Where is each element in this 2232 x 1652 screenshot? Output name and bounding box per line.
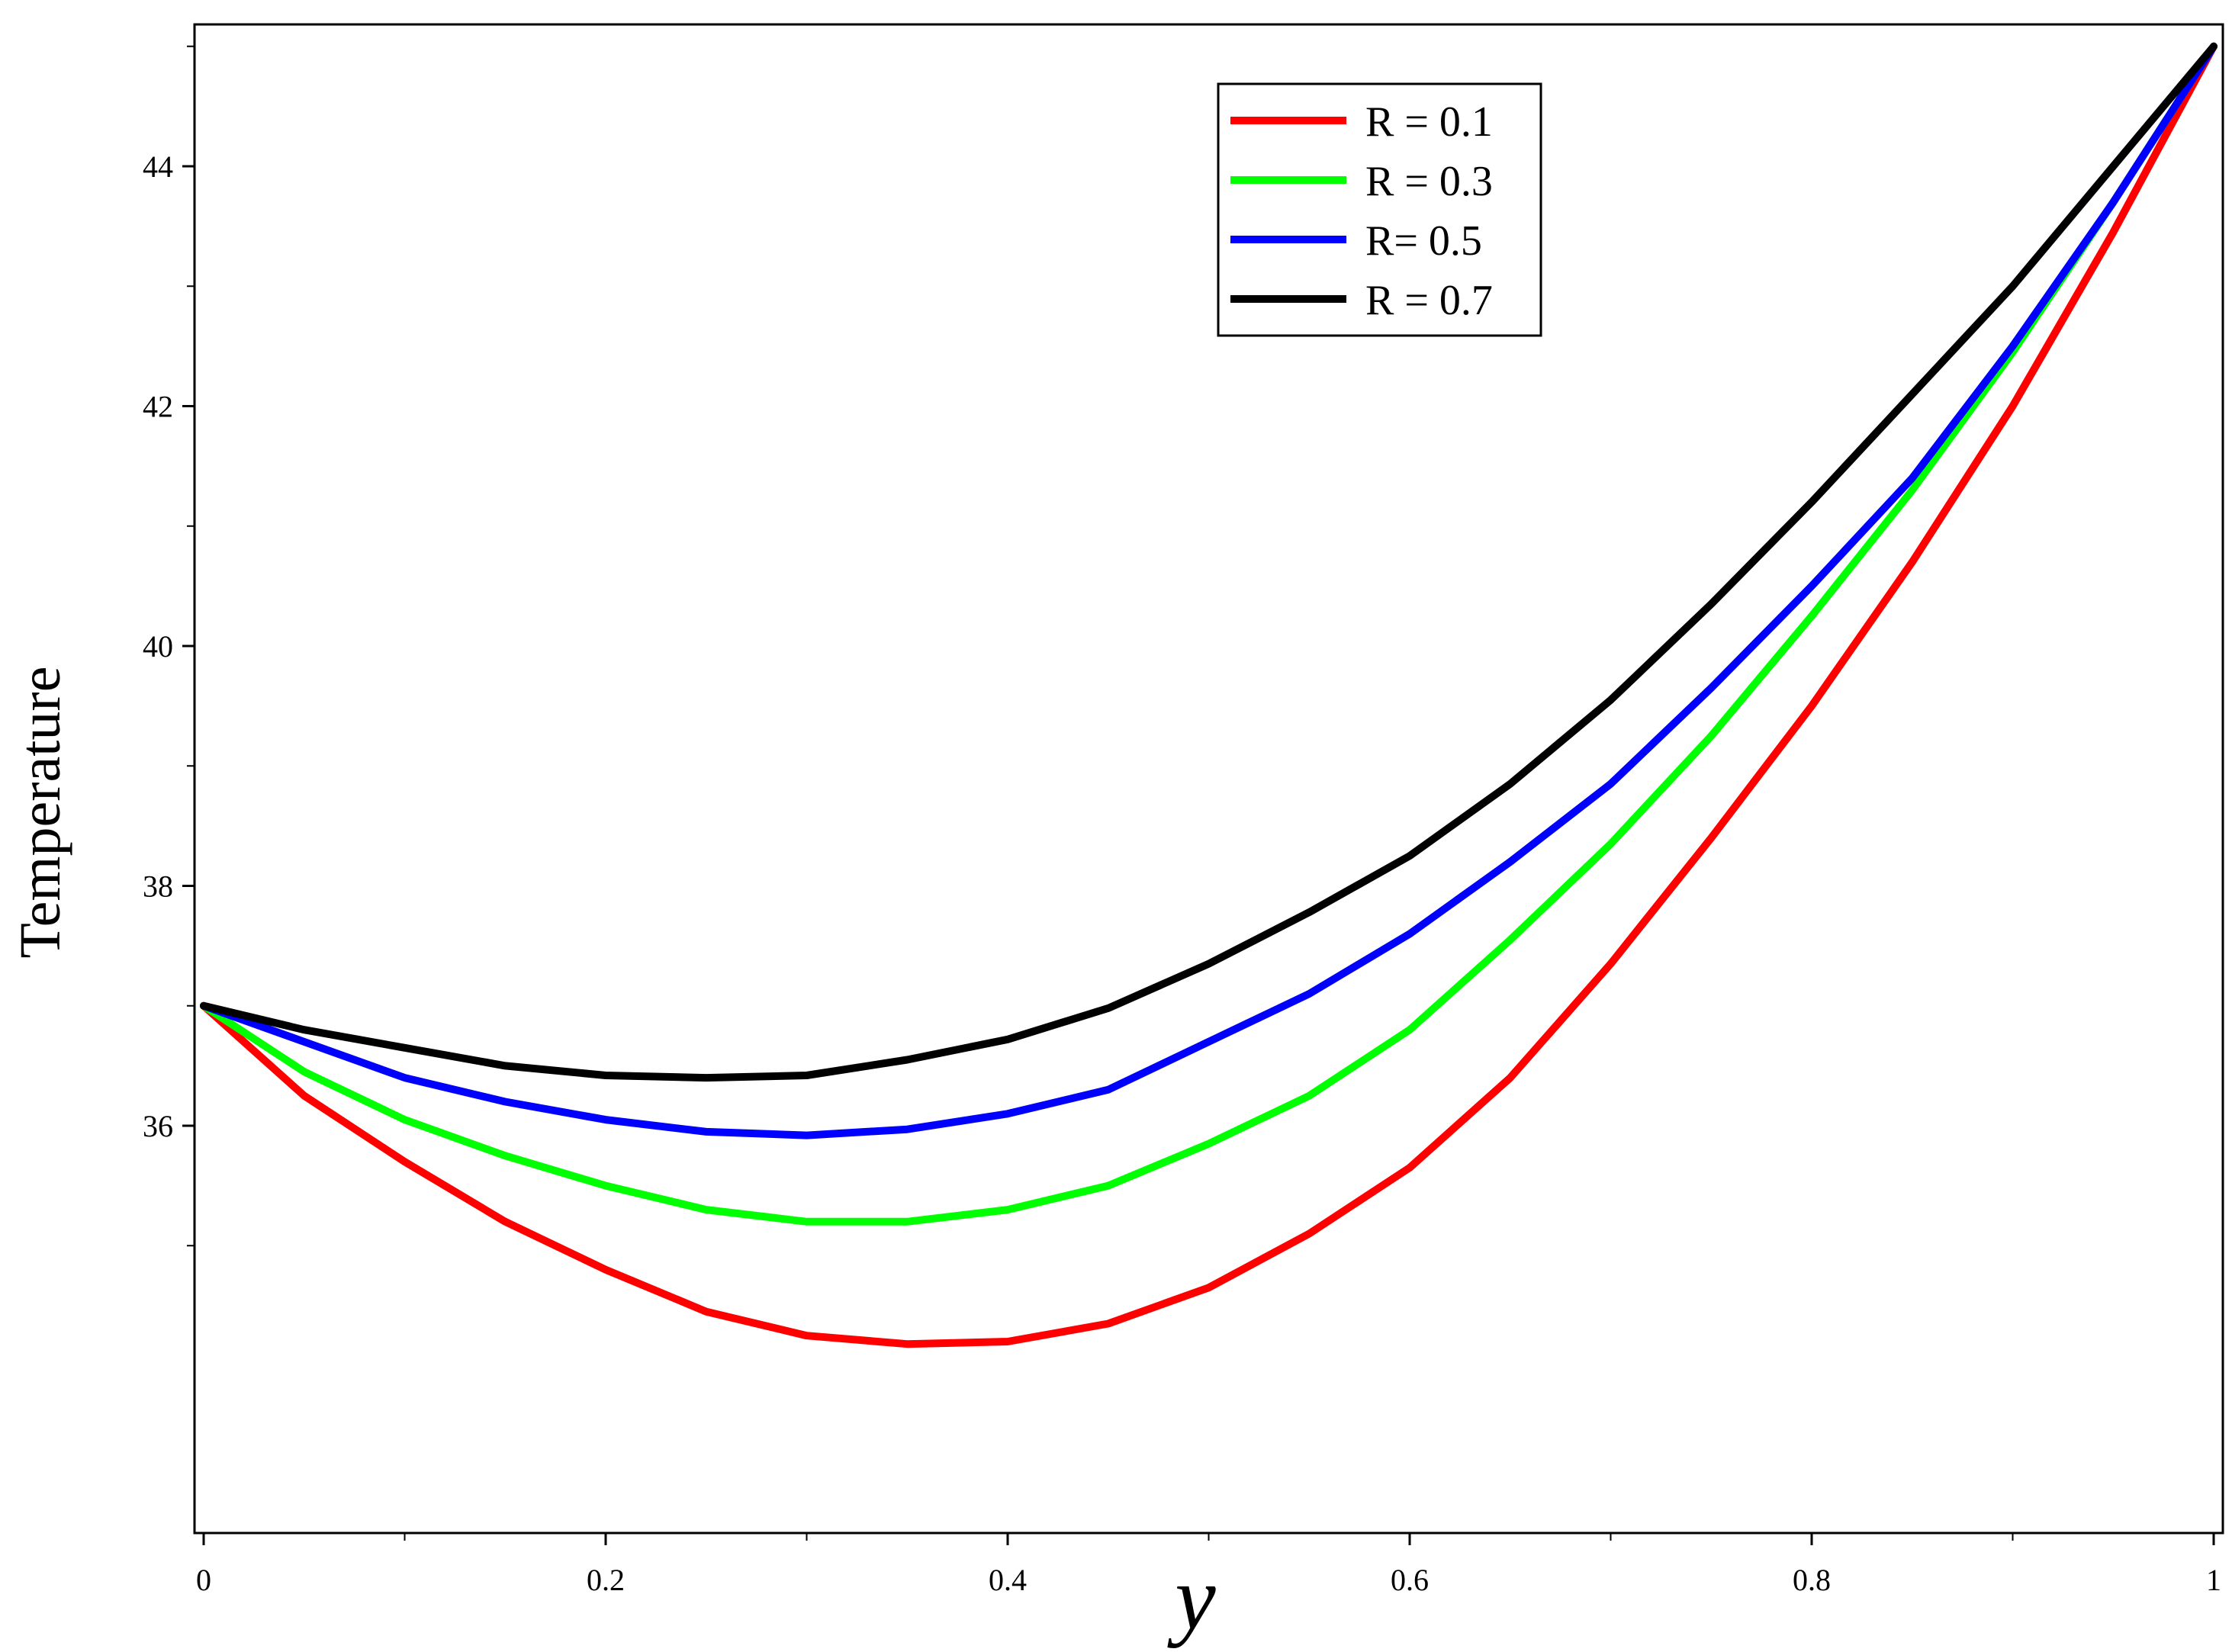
series-line — [200, 42, 2218, 1348]
legend-label: R = 0.3 — [1365, 158, 1493, 205]
series-line — [200, 42, 2218, 1082]
series-line — [200, 42, 2218, 1139]
x-tick-label: 0.4 — [989, 1563, 1027, 1597]
y-axis-title: Temperature — [8, 667, 72, 959]
x-tick-label: 0.2 — [587, 1563, 625, 1597]
legend: R = 0.1 R = 0.3 R= 0.5 R = 0.7 — [1217, 82, 1542, 337]
y-tick-label: 40 — [143, 629, 173, 664]
y-tick-label: 38 — [143, 869, 173, 904]
x-tick-label: 0.8 — [1793, 1563, 1831, 1597]
legend-label: R = 0.7 — [1365, 277, 1493, 324]
series-layer — [200, 42, 2218, 1348]
x-tick-label: 0.6 — [1391, 1563, 1429, 1597]
legend-label: R = 0.1 — [1365, 98, 1493, 146]
plot-frame — [193, 23, 2224, 1535]
y-tick-label: 44 — [143, 149, 173, 184]
series-line — [200, 42, 2218, 1226]
legend-label: R= 0.5 — [1365, 217, 1482, 265]
legend-box — [1217, 82, 1542, 337]
y-tick-label: 36 — [143, 1109, 173, 1143]
x-tick-label: 1 — [2206, 1563, 2221, 1597]
x-tick-label: 0 — [196, 1563, 211, 1597]
x-axis-title: y — [1166, 1547, 1216, 1648]
axis-ticks: 0 0.2 0.4 0.6 0.8 1 36 38 40 42 44 — [143, 45, 2221, 1597]
y-tick-label: 42 — [143, 390, 173, 424]
